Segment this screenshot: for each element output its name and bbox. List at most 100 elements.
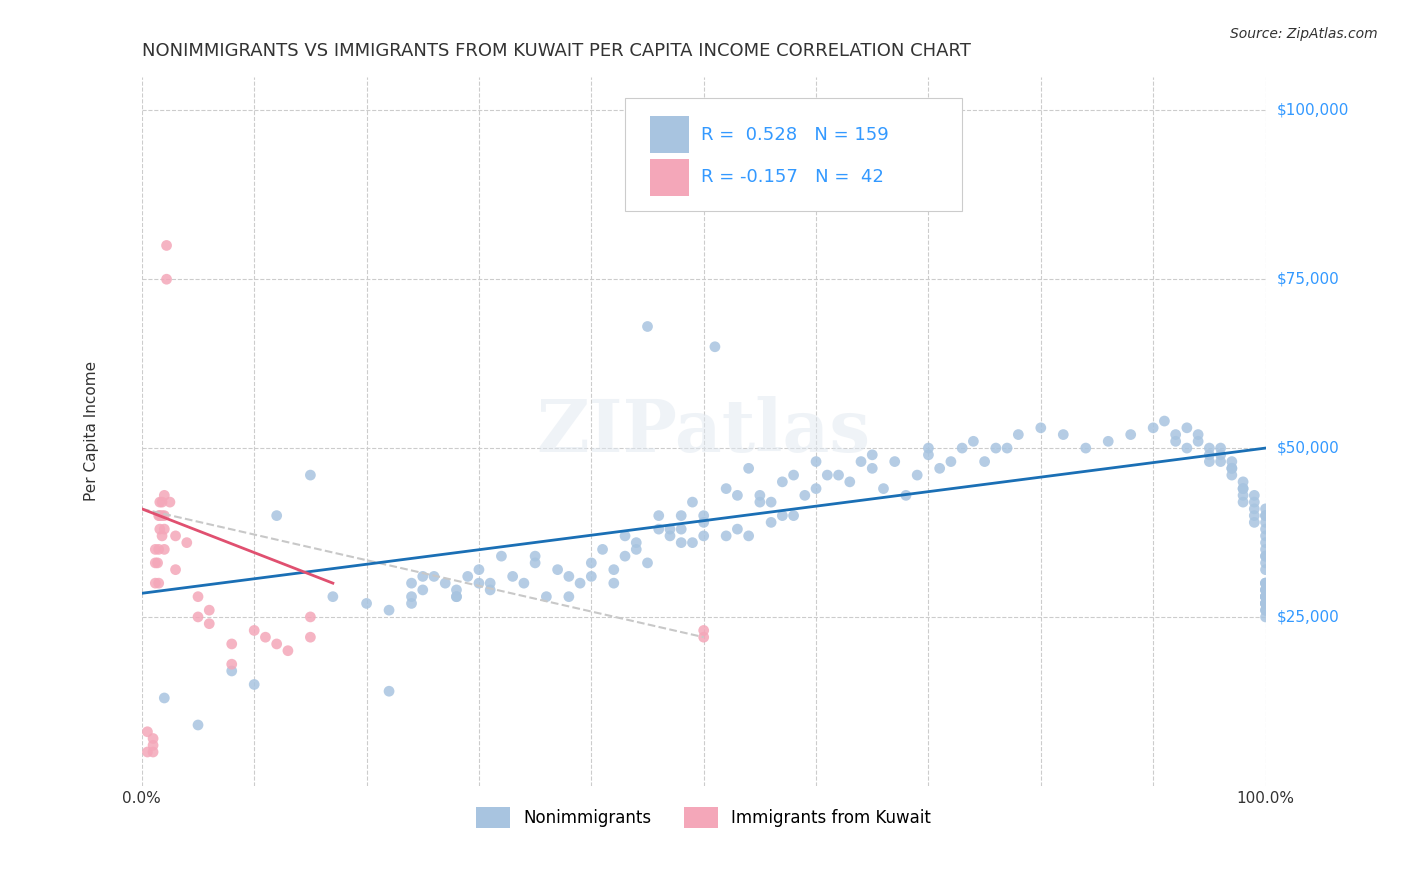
Point [457,569,479,583]
Point [446,582,468,597]
Point [187,610,209,624]
Point [149,522,172,536]
Point [1198,454,1220,468]
Point [150,529,173,543]
Point [150,508,173,523]
Point [1254,522,1277,536]
Point [1254,596,1277,610]
Text: ZIPatlas: ZIPatlas [537,396,870,467]
Point [1254,590,1277,604]
Point [592,542,614,557]
Point [277,643,299,657]
Point [401,590,423,604]
Point [1254,535,1277,549]
Point [659,522,682,536]
Point [603,563,626,577]
Point [1052,427,1074,442]
Point [860,448,883,462]
Point [136,724,159,739]
Point [149,495,172,509]
Point [581,569,603,583]
FancyBboxPatch shape [650,159,689,195]
Point [150,495,173,509]
Point [423,569,446,583]
Point [1007,427,1029,442]
Point [254,630,277,644]
Point [153,522,176,536]
Point [153,542,176,557]
Point [479,576,502,591]
Point [692,624,714,638]
Point [198,616,221,631]
Point [1254,576,1277,591]
Point [299,630,322,644]
Point [1220,461,1243,475]
Point [759,495,782,509]
Point [155,238,177,252]
Point [748,488,770,502]
Point [142,745,165,759]
Point [198,603,221,617]
Point [782,508,804,523]
Point [143,556,166,570]
Point [692,516,714,530]
Point [187,590,209,604]
Point [770,475,793,489]
Point [827,468,849,483]
Point [401,596,423,610]
Point [378,603,401,617]
Point [142,731,165,746]
Point [1254,590,1277,604]
Text: Source: ZipAtlas.com: Source: ZipAtlas.com [1230,27,1378,41]
Point [322,590,344,604]
Point [143,542,166,557]
Point [815,468,838,483]
Point [1198,441,1220,455]
Point [1187,434,1209,449]
Point [737,461,759,475]
Point [1254,576,1277,591]
Point [883,454,905,468]
Point [491,549,513,563]
Point [950,441,973,455]
Point [468,576,491,591]
Point [243,624,266,638]
Point [614,529,637,543]
Point [905,468,928,483]
Point [659,529,682,543]
Point [1254,516,1277,530]
Point [1254,576,1277,591]
Point [614,549,637,563]
Point [149,508,172,523]
Point [176,535,198,549]
Point [692,508,714,523]
Point [1243,508,1265,523]
Point [1254,556,1277,570]
Point [153,488,176,502]
Point [1254,529,1277,543]
Point [648,508,671,523]
Point [1232,482,1254,496]
Point [266,637,288,651]
Point [1164,427,1187,442]
Point [917,448,939,462]
Point [1097,434,1119,449]
Point [479,582,502,597]
Point [1164,434,1187,449]
Point [1254,508,1277,523]
Point [1220,454,1243,468]
Point [266,508,288,523]
Point [872,482,894,496]
Point [1254,582,1277,597]
Point [973,454,995,468]
Point [1243,488,1265,502]
Point [401,576,423,591]
Point [714,529,737,543]
Point [782,468,804,483]
Point [725,488,748,502]
Point [1254,542,1277,557]
Point [995,441,1018,455]
Point [681,495,703,509]
Point [1232,488,1254,502]
Point [917,441,939,455]
